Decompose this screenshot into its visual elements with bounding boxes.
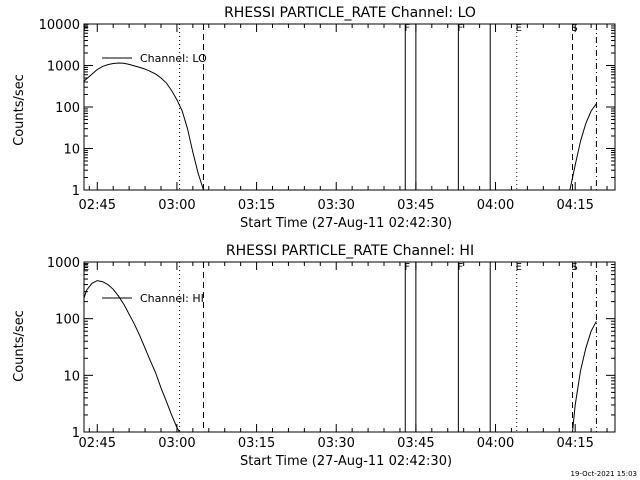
series-line [569,103,597,191]
x-axis-label: Start Time (27-Aug-11 02:42:30) [240,216,452,231]
x-tick-label: 04:15 [556,436,593,451]
x-tick-label: 03:00 [158,436,195,451]
legend-label: Channel: LO [140,52,207,65]
x-tick-label: 02:45 [79,198,116,213]
y-tick-label: 100 [55,101,80,116]
chart-panel-hi: RHESSI PARTICLE_RATE Channel: HI Counts/… [12,243,616,469]
y-axis-label: Counts/sec [12,74,27,146]
x-tick-label: 04:00 [477,436,514,451]
plot-frame [83,23,616,191]
x-tick-label: 03:45 [397,198,434,213]
event-marker-label: F [404,262,410,273]
x-tick-label: 04:15 [556,198,593,213]
plot-content: 02:45 03:00 03:15 03:30 03:45 04:00 04:15 1 10 10… [39,18,615,213]
x-tick-label: 03:15 [238,436,275,451]
legend-label: Channel: HI [140,292,204,305]
series-line [572,321,597,433]
x-tick-label: 03:45 [397,436,434,451]
y-tick-label: 100 [55,313,80,328]
event-marker-label: F [457,23,463,34]
event-marker-label: E [516,23,522,34]
x-tick-label: 03:15 [238,198,275,213]
chart-title: RHESSI PARTICLE_RATE Channel: LO [224,5,476,21]
y-tick-label: 1 [72,184,80,199]
footer-timestamp: 19-Oct-2021 15:03 [571,470,637,478]
y-axis-label: Counts/sec [12,310,27,382]
event-marker-label: S [571,262,577,273]
event-marker-label: F [457,262,463,273]
chart-panel-lo: RHESSI PARTICLE_RATE Channel: LO Counts/… [12,5,616,231]
event-marker-label: E [83,262,89,273]
series-line [83,62,204,191]
series-line [83,280,181,433]
chart-title: RHESSI PARTICLE_RATE Channel: HI [226,243,474,259]
x-tick-label: 03:00 [158,198,195,213]
x-tick-label: 04:00 [477,198,514,213]
y-tick-label: 1 [72,426,80,441]
plot-content: 02:45 03:00 03:15 03:30 03:45 04:00 04:15 1 10 10… [47,256,615,451]
plot-frame [83,261,616,433]
y-tick-label: 1000 [47,256,80,271]
event-marker-label: E [516,262,522,273]
y-tick-label: 1000 [47,60,80,75]
x-tick-label: 03:30 [317,198,354,213]
x-axis-label: Start Time (27-Aug-11 02:42:30) [240,454,452,469]
x-tick-label: 03:30 [317,436,354,451]
y-tick-label: 10000 [39,18,80,33]
y-tick-label: 10 [63,143,80,158]
event-marker-label: E [83,23,89,34]
event-marker-label: S [571,23,577,34]
event-marker-label: F [404,23,410,34]
x-tick-label: 02:45 [79,436,116,451]
y-tick-label: 10 [63,369,80,384]
